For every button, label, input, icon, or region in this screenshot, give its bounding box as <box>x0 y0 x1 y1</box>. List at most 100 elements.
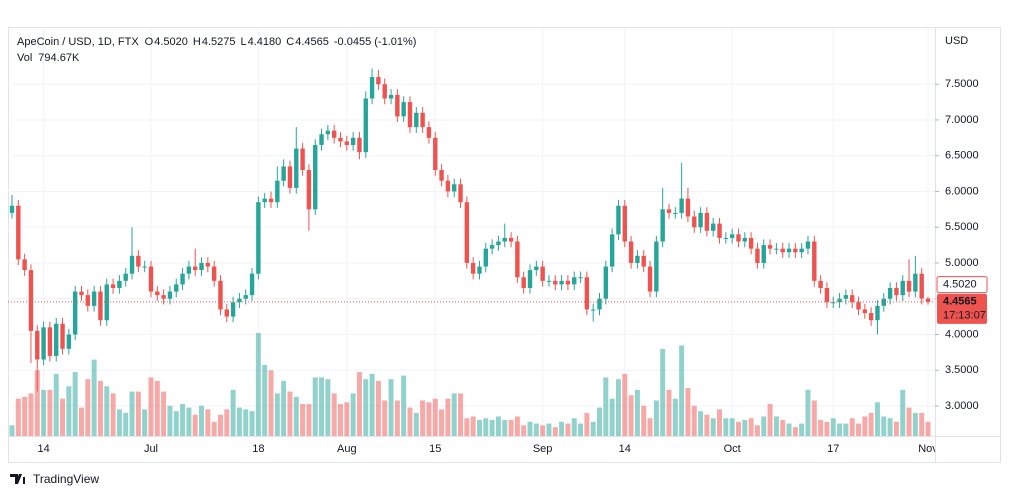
candle-body <box>546 280 552 282</box>
candle-body <box>755 248 760 263</box>
volume-bar <box>375 380 381 436</box>
x-tick-label: 14 <box>37 443 49 455</box>
volume-bar <box>552 427 558 436</box>
volume-bar <box>451 393 457 436</box>
volume-bar <box>786 423 792 436</box>
candle-body <box>673 212 678 214</box>
candle-body <box>41 327 46 360</box>
y-tick-label: 4.0000 <box>945 328 979 340</box>
volume-bar <box>647 418 653 436</box>
volume-bar <box>22 396 28 436</box>
y-tick-label: 7.0000 <box>945 114 979 126</box>
volume-bar <box>874 402 880 436</box>
candle-body <box>578 277 583 279</box>
candle-body <box>382 84 387 99</box>
volume-bar <box>521 425 527 436</box>
volume-bar <box>255 333 261 436</box>
candle-body <box>155 291 160 296</box>
volume-bar <box>211 421 217 436</box>
candle-body <box>60 323 65 349</box>
volume-bar <box>912 412 918 436</box>
volume-bar <box>356 372 362 436</box>
candle-body <box>729 234 735 238</box>
candle-body <box>572 277 577 285</box>
candle-body <box>786 248 792 253</box>
candle-body <box>180 273 185 285</box>
volume-bar <box>300 404 306 436</box>
candle-body <box>407 102 413 128</box>
candle-body <box>622 205 627 242</box>
volume-bar <box>72 372 78 436</box>
candle-body <box>793 248 798 253</box>
x-tick-label: Sep <box>533 443 553 455</box>
volume-bar <box>717 409 723 436</box>
volume-bar <box>906 407 912 436</box>
x-tick-label: Oct <box>724 443 741 455</box>
candle-body <box>452 184 457 192</box>
volume-bar <box>653 400 659 436</box>
volume-bar <box>641 405 647 436</box>
candle-body <box>186 266 192 274</box>
x-tick-label: 18 <box>252 443 264 455</box>
volume-bar <box>470 416 476 436</box>
volume-bar <box>590 421 596 436</box>
countdown-label: 17:13:07 <box>943 310 986 322</box>
volume-bar <box>199 405 205 436</box>
volume-bar <box>735 421 741 436</box>
candle-body <box>590 309 596 311</box>
candle-body <box>104 284 109 321</box>
volume-bar <box>805 389 811 436</box>
candle-body <box>193 266 198 271</box>
candle-body <box>805 241 811 249</box>
candle-body <box>35 330 40 360</box>
candle-body <box>319 134 324 145</box>
time-axis: 14 Jul 18 Aug 15 Sep 14 Oct 17 Nov <box>37 443 935 455</box>
volume-bar <box>893 421 899 436</box>
volume-bar <box>15 398 21 436</box>
volume-value: 794.67K <box>38 52 80 64</box>
candle-body <box>414 112 419 128</box>
volume-bar <box>818 420 824 436</box>
volume-bar <box>306 404 312 436</box>
volume-bar <box>420 400 426 436</box>
volume-bar <box>173 411 179 436</box>
candle-body <box>508 237 514 242</box>
x-tick-label: Aug <box>337 443 357 455</box>
candle-body <box>799 248 804 253</box>
candle-body <box>205 262 211 267</box>
volume-bar <box>312 377 318 436</box>
open-price-tag <box>936 276 988 294</box>
candle-body <box>685 198 691 217</box>
candle-body <box>22 259 27 271</box>
volume-bar <box>900 389 906 436</box>
candle-body <box>824 287 830 303</box>
y-tick-label: 6.0000 <box>945 185 979 197</box>
volume-bar <box>843 423 849 436</box>
candle-body <box>9 205 15 213</box>
volume-bar <box>281 380 287 436</box>
candle-body <box>868 313 874 321</box>
grid <box>8 27 935 436</box>
candle-body <box>843 295 849 299</box>
volume-bar <box>60 398 66 436</box>
legend-change: -0.0455 (-1.01%) <box>334 36 417 48</box>
volume-bar <box>148 377 154 436</box>
candle-body <box>534 266 539 271</box>
candle-body <box>281 166 286 181</box>
candle-body <box>849 295 855 303</box>
volume-bar <box>609 398 615 436</box>
volume-bar <box>293 396 299 436</box>
volume-bar <box>830 418 836 436</box>
legend-value: 4.5275 <box>202 36 236 48</box>
volume-bar <box>135 391 141 436</box>
volume-bar <box>167 405 173 436</box>
volume-bar <box>527 421 533 436</box>
legend-key: O <box>145 36 154 48</box>
volume-bar <box>691 405 697 436</box>
x-tick-label: 14 <box>619 443 631 455</box>
volume-bar <box>887 418 893 436</box>
candle-body <box>363 98 368 153</box>
candle-body <box>211 266 217 281</box>
volume-bar <box>407 407 413 436</box>
